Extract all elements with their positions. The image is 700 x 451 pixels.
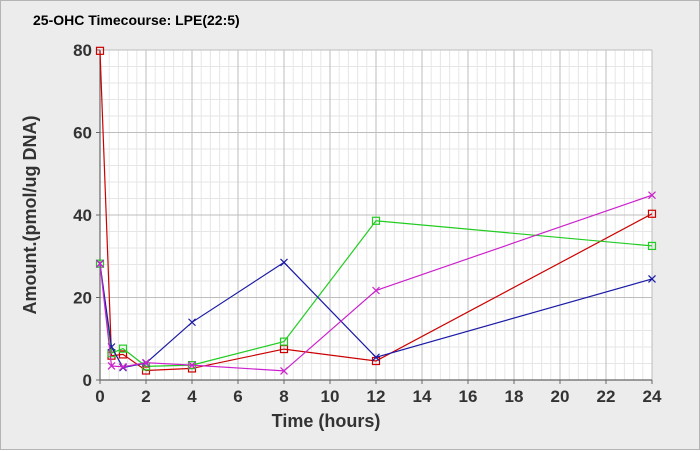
y-tick-label: 60 bbox=[73, 124, 92, 143]
marker-stroke bbox=[648, 275, 656, 283]
x-tick-label: 6 bbox=[233, 387, 242, 406]
x-tick-label: 20 bbox=[551, 387, 570, 406]
series-line bbox=[99, 194, 653, 372]
marker-stroke bbox=[96, 259, 104, 268]
x-tick-label: 0 bbox=[95, 387, 104, 406]
series-line bbox=[99, 261, 653, 369]
y-axis-label: Amount.(pmol/ug DNA) bbox=[20, 116, 40, 315]
data-point bbox=[372, 286, 380, 295]
marker-stroke bbox=[372, 353, 380, 362]
marker-stroke bbox=[372, 286, 380, 295]
y-tick-label: 0 bbox=[83, 371, 92, 390]
x-axis-label: Time (hours) bbox=[272, 411, 381, 431]
data-point bbox=[647, 241, 657, 251]
marker-stroke bbox=[188, 361, 196, 370]
data-point bbox=[141, 366, 151, 375]
chart-title: 25-OHC Timecourse: LPE(22:5) bbox=[33, 12, 240, 28]
x-tick-label: 14 bbox=[413, 387, 432, 406]
marker-stroke bbox=[648, 191, 656, 200]
series-4 bbox=[96, 191, 656, 375]
x-tick-label: 4 bbox=[187, 387, 197, 406]
marker-stroke bbox=[142, 358, 150, 367]
x-tick-label: 22 bbox=[597, 387, 616, 406]
data-point bbox=[188, 361, 196, 370]
x-tick-label: 24 bbox=[643, 387, 662, 406]
y-tick-label: 20 bbox=[73, 289, 92, 308]
data-point bbox=[142, 358, 150, 367]
data-point bbox=[648, 191, 656, 200]
x-tick-label: 18 bbox=[505, 387, 524, 406]
x-tick-label: 16 bbox=[459, 387, 478, 406]
data-point bbox=[96, 259, 104, 268]
x-tick-label: 10 bbox=[321, 387, 340, 406]
x-tick-label: 2 bbox=[141, 387, 150, 406]
y-tick-label: 80 bbox=[73, 41, 92, 60]
data-point bbox=[118, 344, 128, 353]
data-point bbox=[280, 258, 288, 267]
marker-stroke bbox=[119, 362, 127, 371]
series-line bbox=[99, 50, 653, 372]
x-tick-label: 8 bbox=[279, 387, 288, 406]
marker-stroke bbox=[280, 258, 288, 267]
data-point bbox=[371, 216, 381, 225]
data-point bbox=[372, 353, 380, 362]
x-tick-label: 12 bbox=[367, 387, 386, 406]
series-line bbox=[99, 220, 653, 368]
data-point bbox=[279, 337, 289, 346]
data-point bbox=[107, 362, 116, 370]
marker-stroke bbox=[188, 318, 196, 327]
data-point bbox=[647, 209, 657, 218]
y-tick-label: 40 bbox=[73, 206, 92, 225]
data-point bbox=[95, 46, 105, 55]
data-point bbox=[648, 275, 656, 283]
data-point bbox=[118, 350, 128, 359]
data-point bbox=[280, 367, 288, 375]
data-point bbox=[188, 318, 196, 327]
data-point bbox=[119, 362, 127, 371]
marker-stroke bbox=[280, 367, 288, 375]
marker-stroke bbox=[107, 362, 116, 370]
